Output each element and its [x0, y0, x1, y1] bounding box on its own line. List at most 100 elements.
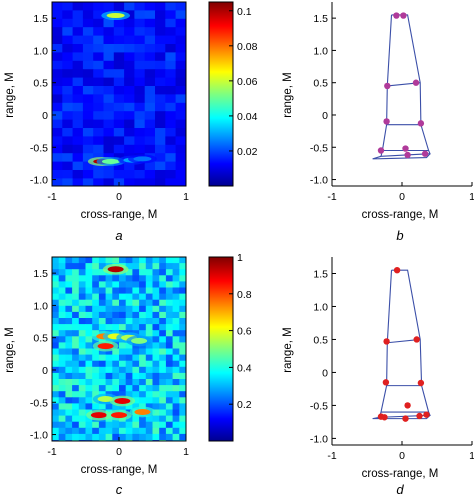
- heatmap-cell: [52, 144, 63, 154]
- heatmap-cell: [124, 86, 135, 95]
- heatmap-cell: [78, 263, 86, 270]
- panel-c-colorbar: [208, 256, 234, 442]
- heatmap-cell: [179, 257, 186, 264]
- heatmap-cell: [119, 385, 127, 392]
- heatmap-cell: [103, 144, 115, 154]
- panel-b-label: b: [396, 228, 403, 243]
- heatmap-cell: [93, 144, 104, 154]
- heatmap-cell: [175, 35, 186, 45]
- ytick-label: -1.0: [30, 175, 48, 187]
- heatmap-cell: [186, 324, 193, 331]
- heatmap-cell: [159, 293, 167, 301]
- heatmap-cell: [82, 170, 94, 179]
- heatmap-cell: [119, 318, 127, 325]
- heatmap-cell: [175, 136, 186, 146]
- heatmap-cell: [78, 311, 86, 319]
- panel-c-cells: [52, 257, 193, 441]
- heatmap-cell: [78, 421, 86, 429]
- heatmap-cell: [124, 44, 135, 53]
- heatmap-cell: [93, 111, 104, 121]
- heatmap-cell: [72, 170, 84, 179]
- heatmap-cell: [52, 86, 63, 95]
- heatmap-cell: [72, 35, 84, 45]
- heatmap-cell: [85, 336, 93, 343]
- heatmap-cell: [92, 366, 100, 374]
- heatmap-cell: [78, 305, 86, 313]
- heatmap-cell: [82, 153, 94, 163]
- heatmap-cell: [52, 287, 60, 295]
- heatmap-cell: [185, 10, 186, 20]
- scatter-point: [382, 379, 390, 386]
- heatmap-cell: [52, 305, 60, 313]
- heatmap-cell: [85, 427, 93, 435]
- panel-d-xticks: -1 0 1: [327, 441, 474, 462]
- heatmap-cell: [165, 330, 174, 337]
- heatmap-cell: [98, 269, 107, 276]
- heatmap-cell: [105, 318, 113, 325]
- heatmap-cell: [185, 18, 186, 28]
- heatmap-cell: [145, 269, 153, 276]
- heatmap-cell: [78, 287, 86, 295]
- heatmap-cell: [172, 299, 180, 307]
- heatmap-cell: [152, 275, 160, 282]
- heatmap-cell: [152, 330, 160, 337]
- heatmap-cell: [119, 281, 127, 288]
- heatmap-cell: [145, 397, 153, 404]
- heatmap-cell: [112, 403, 120, 410]
- heatmap-cell: [132, 385, 140, 392]
- heatmap-cell: [165, 52, 177, 62]
- heatmap-cell: [72, 52, 84, 62]
- heatmap-cell: [159, 324, 167, 331]
- heatmap-cell: [52, 178, 63, 186]
- heatmap-cell: [62, 60, 74, 70]
- heatmap-cell: [165, 293, 174, 301]
- heatmap-cell: [52, 342, 60, 349]
- outline-segment: [372, 153, 431, 160]
- heatmap-cell: [145, 391, 153, 398]
- heatmap-cell: [124, 144, 135, 154]
- heatmap-cell: [65, 397, 73, 404]
- heatmap-cell: [112, 366, 120, 374]
- heatmap-cell: [124, 136, 135, 146]
- heatmap-cell: [132, 311, 140, 319]
- heatmap-cell: [165, 10, 177, 20]
- heatmap-cell: [72, 421, 80, 429]
- panel-d-points: [377, 266, 430, 422]
- heatmap-cell: [72, 342, 80, 349]
- heatmap-cell: [72, 324, 80, 331]
- heatmap-cell: [139, 318, 147, 325]
- heatmap-cell: [93, 86, 104, 95]
- heatmap-cell: [145, 281, 153, 288]
- xtick-label: -1: [47, 191, 56, 203]
- heatmap-cell: [58, 318, 66, 325]
- heatmap-cell: [139, 354, 147, 362]
- heatmap-cell: [92, 305, 100, 313]
- heatmap-cell: [103, 111, 115, 121]
- heatmap-cell: [72, 111, 84, 121]
- heatmap-cell: [82, 52, 94, 62]
- heatmap-cell: [85, 421, 93, 429]
- heatmap-cell: [65, 269, 73, 276]
- heatmap-cell: [72, 102, 84, 112]
- heatmap-cell: [125, 311, 133, 319]
- heatmap-cell: [92, 324, 100, 331]
- heatmap-cell: [159, 287, 167, 295]
- heatmap-cell: [175, 18, 186, 28]
- heatmap-cell: [125, 318, 133, 325]
- heatmap-cell: [62, 128, 74, 137]
- heatmap-cell: [52, 379, 60, 386]
- heatmap-cell: [52, 170, 63, 179]
- heatmap-cell: [103, 27, 115, 37]
- heatmap-cell: [185, 178, 186, 186]
- heatmap-cell: [165, 354, 174, 362]
- heatmap-cell: [155, 94, 166, 104]
- heatmap-cell: [132, 275, 140, 282]
- heatmap-cell: [85, 330, 93, 337]
- heatmap-cell: [152, 342, 160, 349]
- heatmap-cell: [92, 257, 100, 264]
- heatmap-cell: [93, 2, 104, 11]
- heatmap-cell: [144, 27, 156, 37]
- heatmap-cell: [72, 379, 80, 386]
- heatmap-cell: [155, 52, 166, 62]
- colorbar-tick-label: 0.8: [237, 289, 252, 301]
